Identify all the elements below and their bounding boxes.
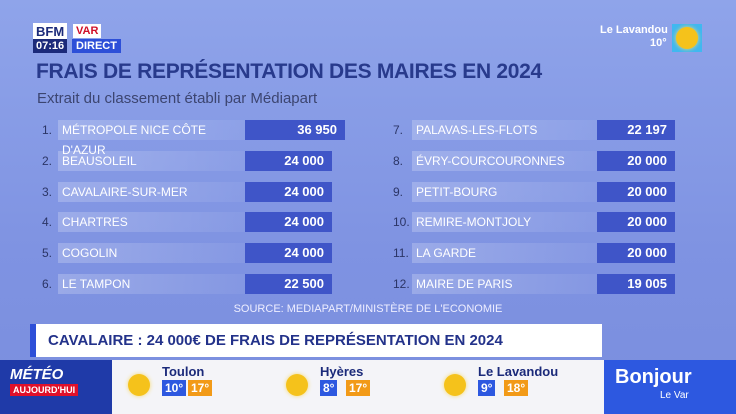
row-value: 24 000	[245, 243, 332, 264]
city-name: Toulon	[162, 364, 205, 379]
row-value: 22 500	[245, 274, 332, 294]
row-value: 20 000	[597, 243, 675, 264]
rank: 9.	[393, 184, 404, 199]
title: FRAIS DE REPRÉSENTATION DES MAIRES EN 20…	[36, 60, 542, 83]
rank: 12.	[393, 277, 410, 291]
row-name: ÉVRY-COURCOURONNES	[412, 150, 597, 171]
top-weather-temp: 10°	[650, 37, 667, 49]
row-value: 20 000	[597, 212, 675, 233]
live: DIRECT	[72, 39, 121, 53]
weather-label: MÉTÉO	[10, 366, 64, 383]
rank: 7.	[393, 123, 404, 137]
row-value: 24 000	[245, 181, 332, 202]
row-name: COGOLIN	[58, 243, 245, 264]
row-value: 36 950	[245, 120, 345, 140]
time: 07:16	[33, 39, 68, 53]
rank: 8.	[393, 153, 404, 168]
row-value: 19 005	[597, 274, 675, 294]
rank: 5.	[42, 246, 53, 261]
temp-low: 9°	[478, 380, 496, 396]
subtitle: Extrait du classement établi par Médiapa…	[37, 90, 318, 107]
sun-icon	[128, 374, 150, 396]
row-name: PALAVAS-LES-FLOTS	[412, 120, 597, 140]
row-name: CAVALAIRE-SUR-MER	[58, 181, 245, 202]
row-name: MÉTROPOLE NICE CÔTE D'AZUR	[58, 120, 245, 157]
row-name: LE TAMPON	[58, 274, 245, 294]
rank: 3.	[42, 184, 53, 199]
top-weather-city: Le Lavandou	[600, 24, 668, 36]
row-value: 20 000	[597, 181, 675, 202]
row-name: REMIRE-MONTJOLY	[412, 212, 597, 233]
rank: 1.	[42, 123, 53, 137]
sun-icon	[286, 374, 308, 396]
region: VAR	[73, 24, 102, 38]
row-name: PETIT-BOURG	[412, 181, 597, 202]
temp-low: 8°	[320, 380, 338, 396]
temp-high: 18°	[504, 380, 529, 396]
row-value: 24 000	[245, 150, 332, 171]
rank: 2.	[42, 153, 53, 168]
weather-strip: MÉTÉO AUJOURD'HUI Bonjour Le Var Toulon 1…	[0, 360, 736, 414]
logo: BFM	[33, 23, 68, 40]
temp-high: 17°	[346, 380, 371, 396]
rank: 6.	[42, 277, 53, 291]
rank: 11.	[393, 246, 409, 261]
row-name: BEAUSOLEIL	[58, 150, 245, 171]
show-subtitle: Le Var	[660, 390, 689, 401]
row-name: LA GARDE	[412, 243, 597, 264]
rank: 10.	[393, 215, 410, 230]
row-name: CHARTRES	[58, 212, 245, 233]
row-value: 20 000	[597, 150, 675, 171]
temp-high: 17°	[188, 380, 213, 396]
row-value: 24 000	[245, 212, 332, 233]
city-name: Le Lavandou	[478, 364, 559, 379]
weather-label: AUJOURD'HUI	[10, 384, 79, 396]
sun-icon	[676, 27, 698, 49]
show-title: Bonjour	[615, 366, 692, 388]
city-name: Hyères	[320, 364, 364, 379]
row-name: MAIRE DE PARIS	[412, 274, 597, 294]
sun-icon	[444, 374, 466, 396]
row-value: 22 197	[597, 120, 675, 140]
banner: CAVALAIRE : 24 000€ DE FRAIS DE REPRÉSEN…	[30, 324, 602, 357]
source: SOURCE: MEDIAPART/MINISTÈRE DE L'ECONOMI…	[233, 303, 503, 315]
rank: 4.	[42, 215, 53, 230]
temp-low: 10°	[162, 380, 187, 396]
